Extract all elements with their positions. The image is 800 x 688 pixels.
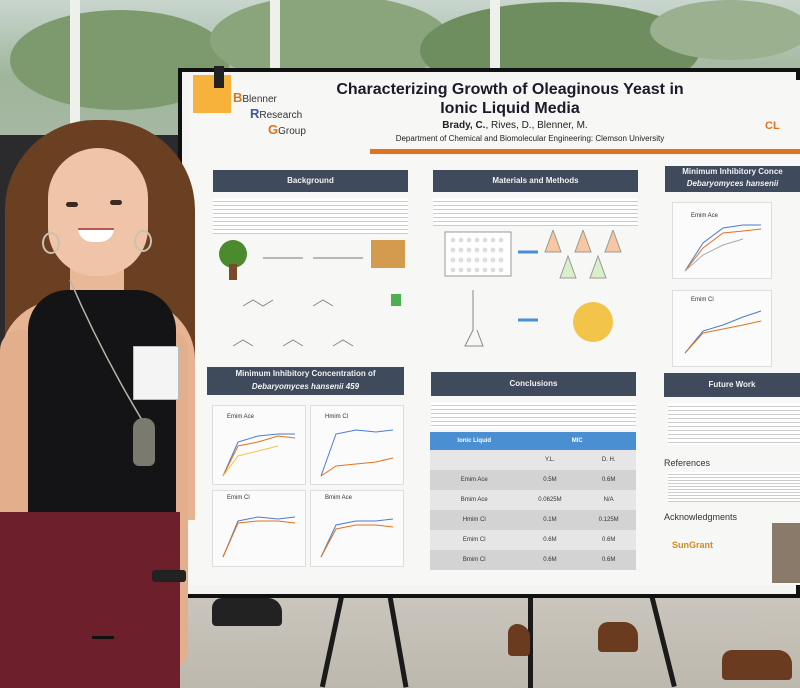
table-header: Ionic Liquid [430,432,519,450]
table-row: Y.L. D. H. [430,450,636,470]
shoe [722,650,792,680]
poster-authors: Brady, C., Rives, D., Blenner, M. [442,120,588,131]
section-header-future-work: Future Work [664,373,800,397]
watch [152,570,186,582]
background-figure [219,240,405,347]
eye [66,202,78,207]
references-text [668,472,800,502]
table-row: Emim Ace 0.5M 0.6M [430,470,636,490]
group-photo [772,523,800,583]
lab-logo-line1: BBlenner [233,90,277,105]
shoe [212,598,282,626]
table-row: Bmim Ace 0.0625M N/A [430,490,636,510]
binder-clip [214,66,224,88]
easel-leg [528,590,533,688]
chart-panel: Emim Cl [672,290,772,367]
chart-panel: Hmim Cl [310,405,404,485]
skirt [0,512,180,688]
shoe [508,624,530,656]
table-row: Emim Cl 0.6M 0.6M [430,530,636,550]
section-header-mic-top: Minimum Inhibitory Conce Debaryomyces han… [665,166,800,192]
lab-logo-line2: RResearch [250,106,303,121]
earring [42,232,60,254]
sticky-note [193,75,231,113]
section-header-materials: Materials and Methods [433,170,638,192]
references-heading: References [664,458,711,468]
methods-figure [444,230,622,347]
chart-panel: Emim Cl [212,490,306,567]
chart-panel: Emim Ace [672,202,772,279]
bracelet [92,636,114,639]
name-tag [133,346,179,400]
poster-department: Department of Chemical and Biomolecular … [395,134,665,143]
eye [110,200,122,205]
table-header: MIC [518,432,636,450]
sungrant-logo: SunGrant [672,540,714,550]
section-header-background: Background [213,170,408,192]
section-header-mic-left: Minimum Inhibitory Concentration of Debar… [207,367,404,395]
accent-bar [370,149,800,154]
necklace [69,280,143,421]
clemson-logo: CL [765,120,780,132]
table-row: Hmim Cl 0.1M 0.125M [430,510,636,530]
background-text [213,198,408,234]
earring [134,230,152,252]
owl-pendant [133,418,155,466]
acknowledgments-heading: Acknowledgments [664,512,738,522]
lab-logo-line3: GGroup [268,122,306,137]
section-header-conclusions: Conclusions [431,372,636,396]
face [48,148,148,276]
black-top [28,290,176,525]
chart-panel: Emim Ace [212,405,306,485]
shoe [598,622,638,652]
conclusions-text [431,402,636,428]
smile [78,228,114,242]
window-frame [70,0,80,140]
table-row: Bmim Cl 0.6M 0.6M [430,550,636,570]
chart-panel: Bmim Ace [310,490,404,567]
mic-table: Ionic Liquid MIC Y.L. D. H. Emim Ace 0.5M… [430,432,636,570]
materials-text [433,198,638,226]
future-work-text [668,403,800,445]
poster-title: Characterizing Growth of Oleaginous Yeas… [336,81,684,117]
